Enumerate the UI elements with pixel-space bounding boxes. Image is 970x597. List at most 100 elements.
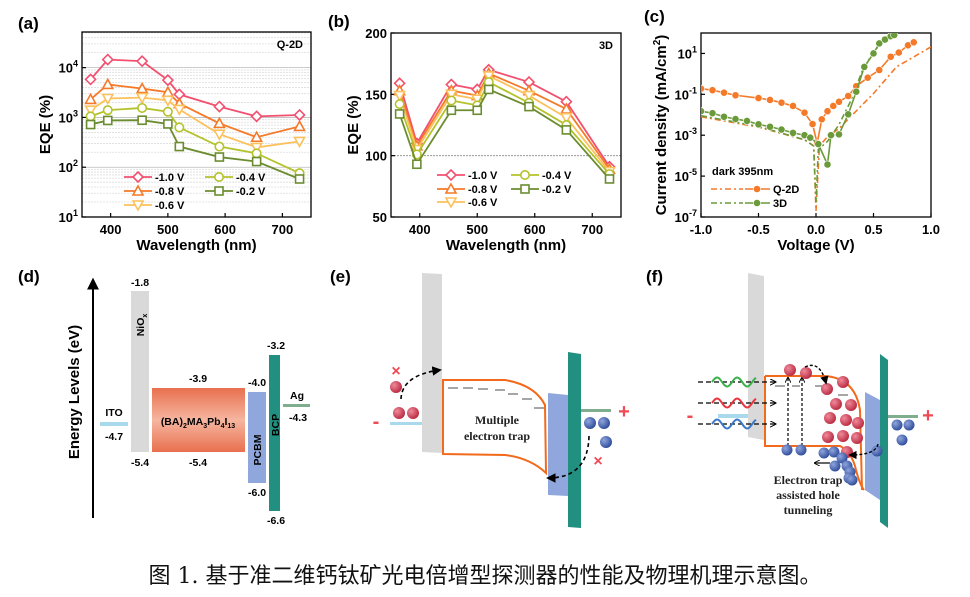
- series-06V: [393, 71, 616, 179]
- data-point: [293, 119, 306, 132]
- x-tick-label: 700: [581, 222, 603, 237]
- pcbm-label: PCBM: [252, 434, 264, 465]
- legend-label: -0.6 V: [155, 200, 185, 212]
- perovskite-top-value: -3.9: [189, 373, 207, 385]
- data-point: [852, 87, 861, 96]
- hole-icon: [828, 446, 840, 458]
- ito-layer: [718, 414, 748, 418]
- legend-item: -1.0 V: [124, 170, 185, 184]
- legend-item: -0.2 V: [511, 184, 572, 196]
- data-point: [135, 55, 149, 68]
- data-point: [251, 156, 262, 167]
- data-point: [135, 92, 149, 105]
- tunneling-label-line1: Electron trap: [774, 473, 843, 487]
- legend-label: -1.0 V: [155, 172, 185, 184]
- x-tick-label: 0.5: [864, 222, 882, 237]
- series-line: [398, 68, 611, 168]
- y-tick-label: 104: [59, 59, 78, 76]
- y-tick-label: 10-5: [675, 167, 697, 184]
- valence-band: [764, 376, 865, 491]
- data-point: [135, 81, 149, 94]
- data-point: [174, 122, 185, 133]
- mechanism-diagram-e: Multiple electron trap - + × ×: [373, 273, 630, 528]
- legend-label: -0.8 V: [155, 186, 185, 198]
- series-08V: [84, 77, 306, 143]
- data-point: [708, 109, 717, 118]
- data-point: [806, 133, 815, 142]
- x-axis-label: Wavelength (nm): [446, 237, 566, 254]
- data-point: [604, 174, 615, 184]
- series-3D-395nm: [701, 33, 899, 169]
- data-point: [701, 84, 705, 93]
- panel-label-a: (a): [18, 14, 39, 33]
- x-tick-label: -1.0: [690, 222, 712, 237]
- data-point: [85, 111, 96, 122]
- x-axis-label: Wavelength (nm): [136, 237, 256, 254]
- y-tick-label: 102: [59, 158, 78, 175]
- mechanism-diagram-f: - + Electron trap assisted hole tunnelin…: [687, 273, 934, 528]
- ito-level: [100, 422, 128, 426]
- data-point: [754, 94, 763, 102]
- holes: [781, 419, 915, 486]
- series-line: [398, 80, 611, 175]
- data-point: [85, 119, 96, 130]
- light-wave-icon: [711, 397, 757, 409]
- data-point: [560, 112, 573, 125]
- electron-injection-arrow: [400, 366, 442, 400]
- electrons: [784, 364, 864, 458]
- data-point: [766, 122, 774, 131]
- nio-label: NiOx: [135, 314, 149, 337]
- electrons: [390, 381, 419, 419]
- nio-layer: [748, 273, 764, 440]
- data-point: [829, 102, 838, 110]
- hole-injection-arrow: [546, 435, 590, 483]
- legend-label: -0.6 V: [468, 197, 498, 209]
- chart-a-eqe-q2d: 400 500 600 700 101 102 103 104 Wavelength (nm) E…: [37, 31, 312, 254]
- electron-icon: [845, 399, 857, 411]
- ito-label: ITO: [105, 407, 122, 419]
- series-line: [89, 58, 300, 118]
- y-tick-label: 103: [59, 108, 78, 125]
- data-point: [835, 97, 843, 106]
- bcp-layer: [568, 352, 581, 528]
- hole-icon: [795, 444, 807, 456]
- data-point: [482, 71, 496, 83]
- legend-item: -0.4 V: [205, 172, 266, 184]
- x-tick-label: 400: [409, 222, 431, 237]
- legend-label: -0.8 V: [468, 184, 498, 196]
- data-point: [131, 170, 145, 184]
- hole-icon: [871, 445, 883, 457]
- hole-icon: [818, 447, 830, 459]
- data-point: [766, 96, 774, 104]
- bcp-bar: [269, 355, 280, 511]
- data-point: [161, 74, 175, 87]
- electron-icon: [851, 432, 863, 444]
- nio-top-value: -1.8: [131, 277, 149, 289]
- legend-item: -0.6 V: [124, 200, 185, 212]
- data-point: [863, 73, 872, 82]
- series-Q-2D-395nm: [701, 38, 918, 148]
- data-point: [84, 73, 97, 86]
- data-point: [701, 107, 705, 116]
- hole-icon: [600, 436, 612, 448]
- x-tick-label: 500: [466, 222, 488, 237]
- incident-light: [698, 376, 775, 430]
- data-point: [731, 115, 740, 123]
- legend-label: Q-2D: [773, 184, 799, 196]
- hole-icon: [836, 452, 848, 464]
- legend-item: -0.8 V: [124, 184, 185, 198]
- data-point: [394, 109, 405, 119]
- data-point: [731, 91, 740, 100]
- series-line: [701, 34, 895, 168]
- blocked-electron-icon: ×: [391, 363, 400, 380]
- plot-area: [84, 53, 306, 184]
- ito-value: -4.7: [105, 431, 123, 443]
- data-point: [520, 184, 530, 194]
- hole-icon: [846, 474, 858, 486]
- series-line: [398, 88, 611, 180]
- positive-terminal: +: [922, 405, 934, 427]
- data-point: [101, 53, 114, 66]
- light-wave-icon: [711, 376, 757, 388]
- electron-icon: [830, 398, 842, 410]
- data-point: [875, 66, 884, 74]
